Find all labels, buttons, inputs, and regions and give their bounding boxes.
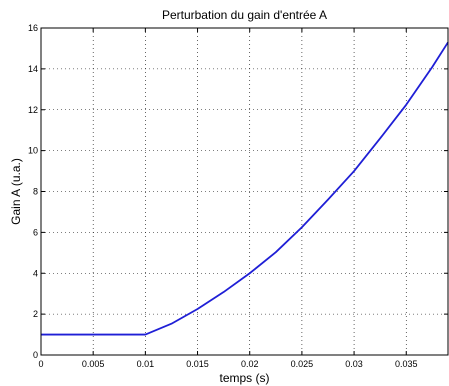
y-axis-ticks: 0 2 4 6 8 10 12 14 16: [28, 23, 448, 360]
x-tick-label: 0.015: [186, 359, 209, 369]
y-tick-label: 16: [28, 23, 38, 33]
y-tick-label: 12: [28, 105, 38, 115]
x-tick-label: 0.03: [345, 359, 363, 369]
x-axis-label: temps (s): [219, 371, 269, 385]
y-tick-label: 4: [33, 268, 38, 278]
y-tick-label: 14: [28, 64, 38, 74]
chart-title: Perturbation du gain d'entrée A: [162, 8, 327, 22]
x-tick-label: 0.005: [82, 359, 105, 369]
y-tick-label: 0: [33, 350, 38, 360]
x-tick-label: 0: [38, 359, 43, 369]
x-tick-label: 0.035: [395, 359, 418, 369]
y-tick-label: 10: [28, 146, 38, 156]
y-tick-label: 8: [33, 187, 38, 197]
x-tick-label: 0.02: [241, 359, 259, 369]
y-tick-label: 2: [33, 309, 38, 319]
x-tick-label: 0.01: [137, 359, 155, 369]
plot-lines: [41, 41, 449, 336]
y-axis-label: Gain A (u.a.): [9, 158, 23, 225]
y-tick-label: 6: [33, 227, 38, 237]
grid: [41, 28, 448, 355]
x-tick-label: 0.025: [291, 359, 314, 369]
series-line: [41, 41, 449, 336]
x-axis-ticks: 0 0.005 0.01 0.015 0.02 0.025 0.03 0.035: [38, 28, 418, 369]
